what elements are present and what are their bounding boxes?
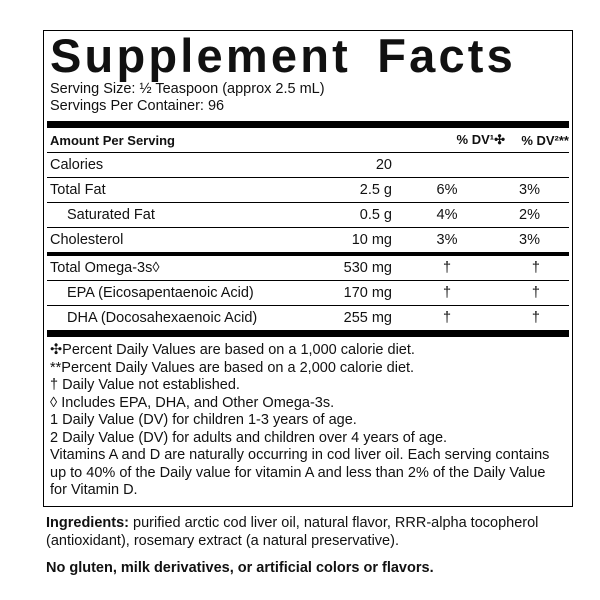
footnote: † Daily Value not established. (50, 377, 240, 393)
cell: † (531, 260, 540, 276)
ingredients: Ingredients: purified arctic cod liver o… (46, 514, 568, 550)
table-row: EPA (Eicosapentaenoic Acid) 170 mg † † (47, 281, 569, 306)
cell: Saturated Fat (67, 207, 155, 223)
cell: 6% (436, 182, 458, 198)
cell: Total Fat (50, 182, 106, 198)
cell: † (442, 285, 452, 301)
cell: 20 (375, 157, 392, 173)
cell: 3% (519, 182, 540, 198)
cell: † (531, 310, 540, 326)
rule (47, 121, 569, 128)
cell: EPA (Eicosapentaenoic Acid) (67, 285, 254, 301)
title: Supplement Facts (50, 29, 517, 82)
section: Calories 20 Total Fat 2.5 g 6% 3% Saturated Fa… (47, 153, 569, 252)
cell: Total Omega-3s◊ (50, 260, 160, 276)
table-row: Cholesterol 10 mg 3% 3% (47, 228, 569, 252)
footnote: Vitamins A and D are naturally occurring… (50, 447, 550, 498)
table-row: Total Fat 2.5 g 6% 3% (47, 178, 569, 203)
header-row: Amount Per Serving % DV¹✣ % DV²** (47, 128, 569, 153)
footnote: ◊ Includes EPA, DHA, and Other Omega-3s. (50, 394, 335, 411)
table-row: Total Omega-3s◊ 530 mg † † (47, 256, 569, 281)
column-header: % DV¹✣ (456, 132, 505, 147)
cell: 255 mg (343, 310, 392, 326)
cell: 0.5 g (359, 207, 392, 223)
cell: 2.5 g (359, 182, 392, 198)
cell: † (531, 285, 540, 301)
footnote: **Percent Daily Values are based on a 2,… (50, 359, 415, 376)
ingredients-text: purified arctic cod liver oil, natural f… (46, 515, 539, 549)
cell: 2% (519, 207, 540, 223)
cell: 4% (436, 207, 458, 223)
cell: 10 mg (351, 232, 392, 248)
table-row: Saturated Fat 0.5 g 4% 2% (47, 203, 569, 228)
cell: DHA (Docosahexaenoic Acid) (67, 310, 258, 326)
allergen-note: No gluten, milk derivatives, or artifici… (46, 560, 434, 576)
cell: † (442, 260, 452, 276)
section: Total Omega-3s◊ 530 mg † † EPA (Eicosapentae… (47, 256, 569, 330)
cell: † (442, 310, 452, 326)
ingredients-label: Ingredients: (46, 515, 129, 531)
table-row: Calories 20 (47, 153, 569, 178)
cell: 3% (436, 232, 458, 248)
cell: Calories (50, 157, 104, 173)
table-row: DHA (Docosahexaenoic Acid) 255 mg † † (47, 306, 569, 330)
servings-per-container: Servings Per Container: 96 (50, 98, 225, 114)
footnote: 2 Daily Value (DV) for adults and childr… (50, 429, 448, 446)
serving-size: Serving Size: ½ Teaspoon (approx 2.5 mL) (50, 81, 325, 97)
column-header: % DV²** (521, 132, 569, 148)
footnote: ✣Percent Daily Values are based on a 1,0… (50, 342, 415, 358)
cell: 170 mg (343, 285, 392, 301)
cell: 530 mg (343, 260, 392, 276)
rule (47, 252, 569, 256)
cell: Cholesterol (50, 232, 124, 248)
footnote: 1 Daily Value (DV) for children 1-3 year… (50, 412, 357, 428)
rule (47, 330, 569, 337)
column-header: Amount Per Serving (50, 132, 175, 148)
facts-panel: Supplement Facts Serving Size: ½ Teaspoo… (43, 30, 573, 507)
cell: 3% (519, 232, 540, 248)
footnotes: ✣Percent Daily Values are based on a 1,0… (47, 337, 569, 500)
